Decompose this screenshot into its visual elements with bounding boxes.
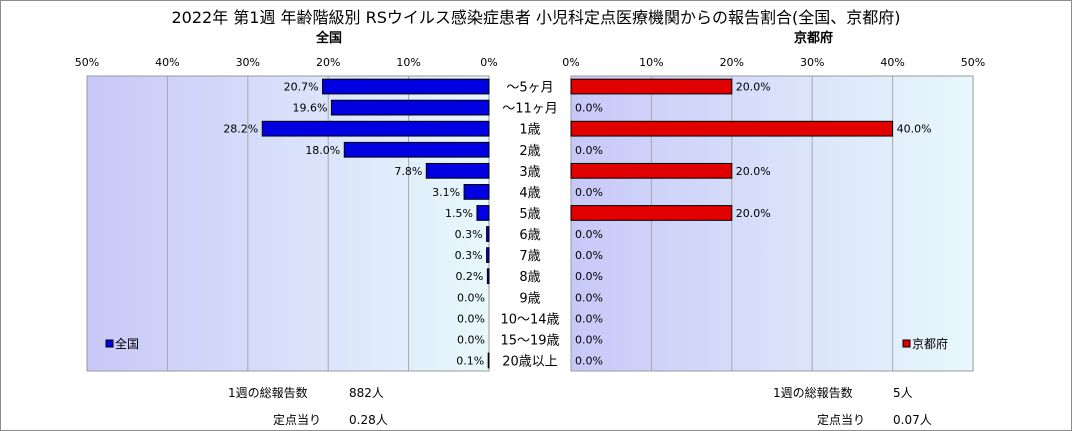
kyoto-data-label: 0.0%	[575, 186, 603, 199]
kyoto-data-label: 0.0%	[575, 270, 603, 283]
kyoto-tick-label: 20%	[720, 56, 744, 69]
national-data-label: 0.0%	[457, 333, 485, 346]
national-total-value: 882人	[349, 386, 384, 400]
kyoto-tick-label: 0%	[562, 56, 579, 69]
category-label: 3歳	[519, 165, 540, 180]
national-data-label: 20.7%	[284, 81, 319, 94]
national-subtitle: 全国	[316, 31, 343, 46]
national-bar	[486, 226, 490, 242]
kyoto-data-label: 0.0%	[575, 102, 603, 115]
kyoto-data-label: 0.0%	[575, 228, 603, 241]
kyoto-data-label: 0.0%	[575, 333, 603, 346]
kyoto-data-label: 20.0%	[736, 81, 771, 94]
category-label: 4歳	[519, 186, 540, 201]
national-bar	[322, 78, 490, 95]
kyoto-tick-label: 40%	[880, 56, 904, 69]
kyoto-bar	[570, 78, 733, 95]
category-label: 10～14歳	[500, 312, 559, 327]
kyoto-legend-swatch	[902, 339, 911, 348]
kyoto-subtitle: 京都府	[794, 31, 834, 46]
chart-title: 2022年 第1週 年齢階級別 RSウイルス感染症患者 小児科定点医療機関からの…	[171, 8, 901, 27]
national-data-label: 7.8%	[394, 165, 422, 178]
kyoto-bar	[570, 205, 733, 221]
national-bar	[486, 268, 490, 285]
national-data-label: 0.0%	[457, 312, 485, 325]
national-bar	[463, 184, 490, 200]
national-bar	[425, 162, 490, 179]
national-data-label: 0.2%	[455, 270, 483, 283]
national-legend-swatch	[105, 339, 114, 348]
kyoto-tick-label: 50%	[961, 56, 985, 69]
kyoto-plot-area	[570, 75, 974, 372]
kyoto-legend-label: 京都府	[912, 336, 948, 351]
category-label: 2歳	[519, 144, 540, 159]
category-label: 6歳	[519, 228, 540, 243]
national-bar	[476, 205, 490, 221]
national-data-label: 0.1%	[456, 354, 484, 367]
kyoto-per-site-value: 0.07人	[893, 413, 932, 427]
national-bar	[343, 141, 490, 158]
national-tick-label: 40%	[155, 56, 179, 69]
kyoto-bar	[570, 162, 733, 179]
national-data-label: 1.5%	[445, 207, 473, 220]
kyoto-total-label: 1週の総報告数	[773, 386, 853, 400]
national-total-label: 1週の総報告数	[228, 386, 308, 400]
kyoto-data-label: 40.0%	[897, 123, 932, 136]
category-label: 5歳	[519, 207, 540, 222]
national-data-label: 0.3%	[455, 249, 483, 262]
kyoto-data-label: 0.0%	[575, 312, 603, 325]
national-bar	[261, 120, 490, 137]
kyoto-data-label: 0.0%	[575, 291, 603, 304]
national-bar	[330, 99, 490, 116]
kyoto-per-site-label: 定点当り	[817, 413, 866, 427]
national-tick-label: 20%	[316, 56, 340, 69]
category-label: 15～19歳	[500, 333, 559, 348]
kyoto-data-label: 0.0%	[575, 249, 603, 262]
national-data-label: 28.2%	[223, 123, 258, 136]
category-label: ～11ヶ月	[502, 102, 558, 117]
national-data-label: 19.6%	[292, 102, 327, 115]
kyoto-tick-label: 10%	[639, 56, 663, 69]
national-data-label: 18.0%	[305, 144, 340, 157]
national-bar	[486, 247, 490, 263]
national-bar	[487, 352, 490, 369]
kyoto-data-label: 0.0%	[575, 354, 603, 367]
category-label: 7歳	[519, 249, 540, 264]
national-data-label: 0.3%	[455, 228, 483, 241]
kyoto-bar	[570, 120, 894, 137]
national-tick-label: 10%	[396, 56, 420, 69]
national-legend-label: 全国	[115, 336, 139, 351]
national-data-label: 3.1%	[432, 186, 460, 199]
category-label: 9歳	[519, 291, 540, 306]
kyoto-data-label: 0.0%	[575, 144, 603, 157]
national-per-site-label: 定点当り	[273, 413, 322, 427]
category-label: 20歳以上	[502, 354, 558, 369]
category-label: ～5ヶ月	[506, 81, 553, 96]
kyoto-tick-label: 30%	[800, 56, 824, 69]
national-data-label: 0.0%	[457, 291, 485, 304]
category-label: 1歳	[519, 123, 540, 138]
national-plot-area	[86, 75, 490, 372]
national-tick-label: 0%	[480, 56, 497, 69]
national-per-site-value: 0.28人	[349, 413, 388, 427]
national-tick-label: 50%	[75, 56, 99, 69]
category-label: 8歳	[519, 270, 540, 285]
kyoto-data-label: 20.0%	[736, 207, 771, 220]
kyoto-data-label: 20.0%	[736, 165, 771, 178]
kyoto-total-value: 5人	[893, 386, 913, 400]
national-tick-label: 30%	[236, 56, 260, 69]
